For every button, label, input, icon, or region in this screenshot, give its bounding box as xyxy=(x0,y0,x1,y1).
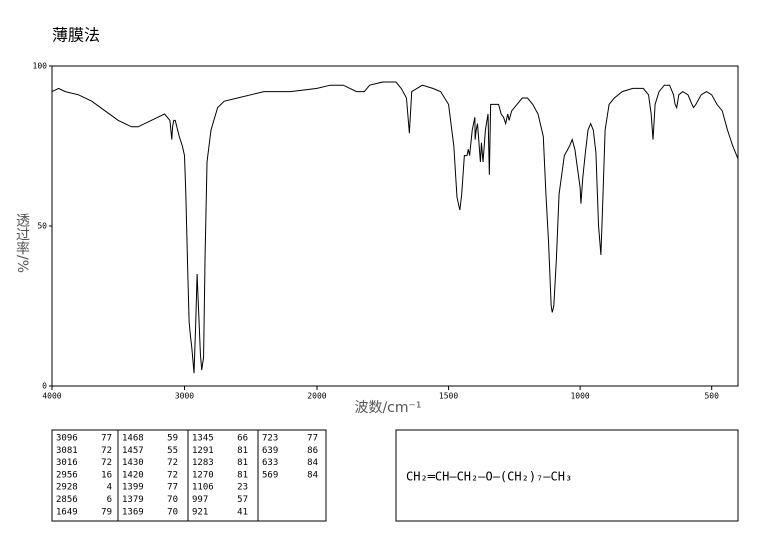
peak-wavenumber: 633 xyxy=(262,458,278,468)
peak-transmittance: 86 xyxy=(307,446,318,456)
peak-wavenumber: 3081 xyxy=(56,446,78,456)
x-tick-label: 1000 xyxy=(570,392,589,401)
chart-title: 薄膜法 xyxy=(52,26,100,45)
peak-transmittance: 59 xyxy=(167,434,178,444)
peak-wavenumber: 1270 xyxy=(192,470,214,480)
peak-transmittance: 16 xyxy=(101,470,112,480)
structure-formula: CH₂═CH—CH₂—O—(CH₂)₇—CH₃ xyxy=(406,470,572,484)
x-tick-label: 2000 xyxy=(307,392,326,401)
peak-transmittance: 77 xyxy=(167,483,178,493)
peak-transmittance: 72 xyxy=(101,458,112,468)
peak-transmittance: 41 xyxy=(237,507,248,517)
x-tick-label: 1500 xyxy=(439,392,458,401)
peak-wavenumber: 2956 xyxy=(56,470,78,480)
peak-wavenumber: 1420 xyxy=(122,470,144,480)
peak-transmittance: 72 xyxy=(101,446,112,456)
peak-transmittance: 66 xyxy=(237,434,248,444)
peak-wavenumber: 1291 xyxy=(192,446,214,456)
y-axis-label: 透过率/% xyxy=(14,213,30,273)
x-tick-label: 4000 xyxy=(42,392,61,401)
peak-wavenumber: 921 xyxy=(192,507,208,517)
peak-wavenumber: 569 xyxy=(262,470,278,480)
peak-transmittance: 70 xyxy=(167,495,178,505)
peak-transmittance: 6 xyxy=(107,495,112,505)
peak-wavenumber: 639 xyxy=(262,446,278,456)
peak-transmittance: 81 xyxy=(237,446,248,456)
x-tick-label: 500 xyxy=(704,392,719,401)
peak-wavenumber: 3096 xyxy=(56,434,78,444)
peak-wavenumber: 1106 xyxy=(192,483,214,493)
x-tick-label: 3000 xyxy=(175,392,194,401)
peak-transmittance: 81 xyxy=(237,470,248,480)
peak-transmittance: 72 xyxy=(167,470,178,480)
peak-wavenumber: 1379 xyxy=(122,495,144,505)
structure-frame xyxy=(395,429,739,522)
peak-transmittance: 84 xyxy=(307,458,318,468)
peak-wavenumber: 2928 xyxy=(56,483,78,493)
y-tick-label: 0 xyxy=(42,382,47,391)
peak-wavenumber: 1468 xyxy=(122,434,144,444)
peak-transmittance: 81 xyxy=(237,458,248,468)
peak-transmittance: 57 xyxy=(237,495,248,505)
peak-wavenumber: 1430 xyxy=(122,458,144,468)
peak-wavenumber: 1457 xyxy=(122,446,144,456)
peak-wavenumber: 2856 xyxy=(56,495,78,505)
spectrum-line xyxy=(51,81,739,374)
peak-transmittance: 4 xyxy=(107,483,112,493)
plot-frame xyxy=(51,65,739,387)
peak-wavenumber: 723 xyxy=(262,434,278,444)
peak-wavenumber: 1399 xyxy=(122,483,144,493)
peak-transmittance: 79 xyxy=(101,507,112,517)
peak-wavenumber: 1283 xyxy=(192,458,214,468)
peak-wavenumber: 3016 xyxy=(56,458,78,468)
peak-transmittance: 84 xyxy=(307,470,318,480)
peak-table-frame xyxy=(51,429,327,522)
peak-transmittance: 23 xyxy=(237,483,248,493)
peak-wavenumber: 1649 xyxy=(56,507,78,517)
peak-transmittance: 77 xyxy=(101,434,112,444)
peak-transmittance: 72 xyxy=(167,458,178,468)
y-tick-label: 100 xyxy=(33,62,48,71)
y-tick-label: 50 xyxy=(37,222,47,231)
peak-wavenumber: 997 xyxy=(192,495,208,505)
peak-wavenumber: 1345 xyxy=(192,434,214,444)
peak-transmittance: 55 xyxy=(167,446,178,456)
peak-transmittance: 70 xyxy=(167,507,178,517)
x-axis-label: 波数/cm⁻¹ xyxy=(354,400,421,416)
peak-transmittance: 77 xyxy=(307,434,318,444)
peak-wavenumber: 1369 xyxy=(122,507,144,517)
